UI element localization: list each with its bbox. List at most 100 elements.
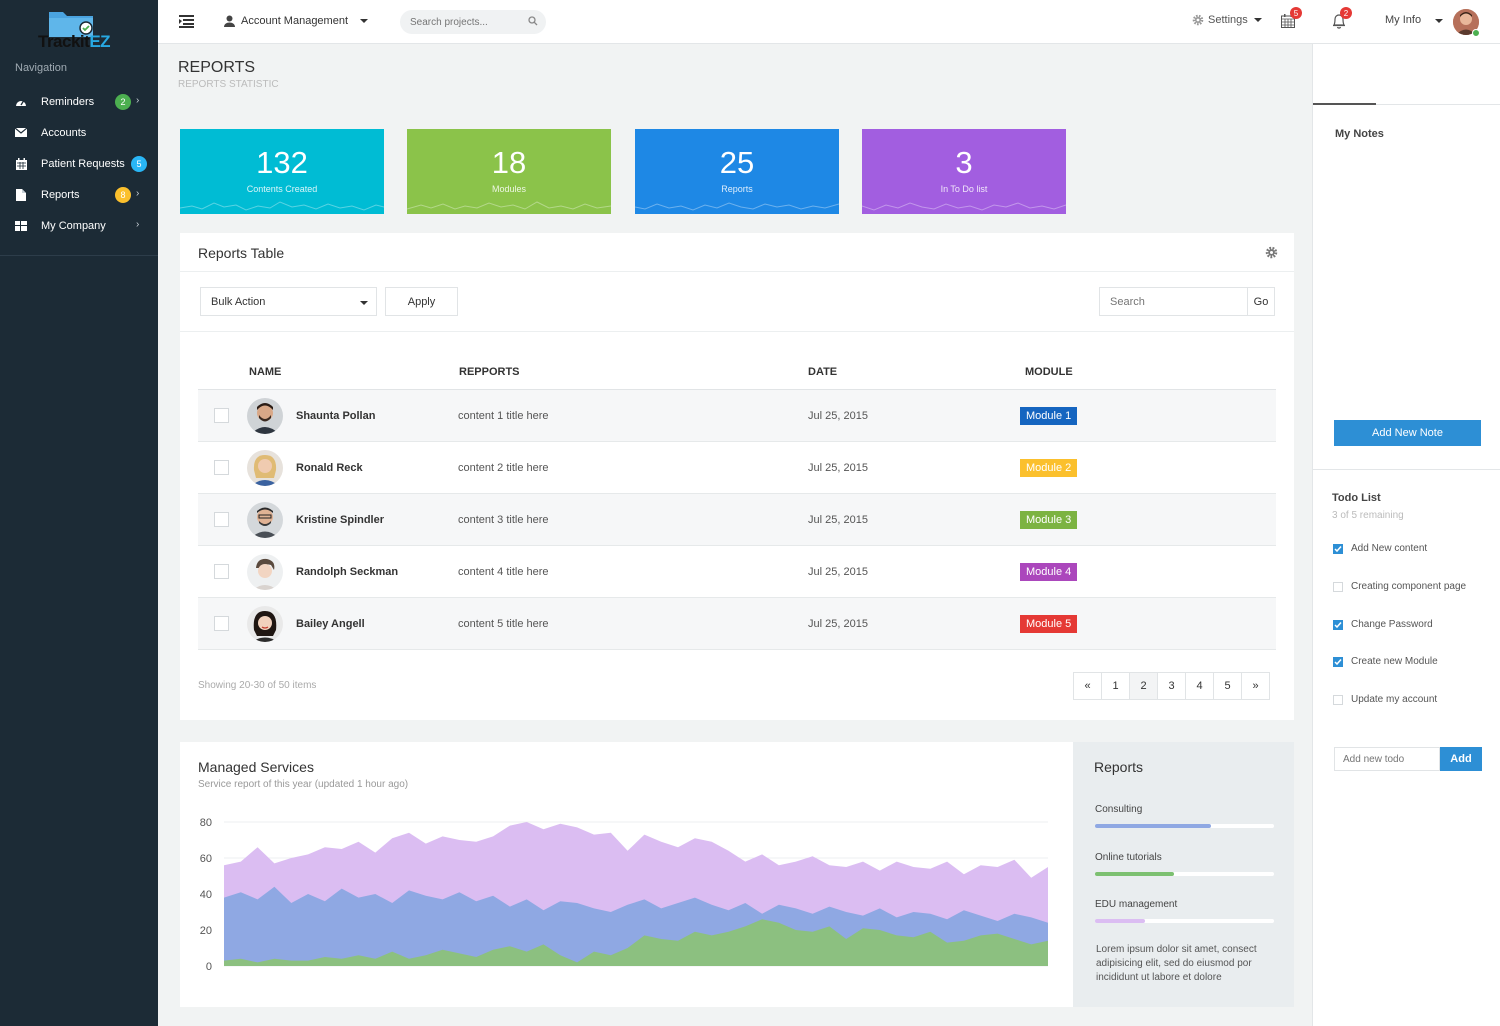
todo-remaining: 3 of 5 remaining: [1332, 510, 1404, 521]
sidebar-item-label: Accounts: [41, 126, 87, 139]
column-header-module[interactable]: MODULE: [1025, 366, 1073, 378]
stat-card-contents[interactable]: 132 Contents Created: [180, 129, 384, 214]
brand-logo[interactable]: TrackitEZ: [38, 4, 118, 54]
reports-side-title: Reports: [1094, 759, 1144, 775]
reports-badge: 8: [115, 187, 131, 203]
row-name: Kristine Spindler: [296, 514, 385, 526]
folder-check-icon: [49, 12, 93, 37]
sparkline-decoration: [407, 201, 611, 210]
caret-down-icon: [1253, 18, 1262, 22]
sidebar-item-accounts[interactable]: Accounts: [0, 117, 158, 148]
page-button-2[interactable]: 2: [1129, 672, 1158, 700]
todo-label: Add New content: [1351, 543, 1428, 554]
caret-down-icon: [360, 19, 369, 23]
patient-requests-badge: 5: [131, 156, 147, 172]
avatar: [247, 398, 283, 434]
row-report: content 2 title here: [458, 462, 549, 474]
column-header-reports[interactable]: REPPORTS: [459, 366, 520, 378]
avatar: [247, 450, 283, 486]
gear-icon[interactable]: [1265, 246, 1278, 259]
sparkline-decoration: [862, 202, 1066, 211]
page-button-5[interactable]: 5: [1213, 672, 1242, 700]
todo-checkbox[interactable]: [1333, 694, 1343, 705]
sidebar-item-label: Reminders: [41, 95, 95, 108]
search-icon[interactable]: [528, 16, 538, 26]
row-date: Jul 25, 2015: [808, 566, 868, 578]
stat-label: Modules: [491, 184, 527, 194]
column-header-name[interactable]: NAME: [249, 366, 282, 378]
sparkline-decoration: [180, 201, 384, 211]
table-header-divider: [198, 389, 1276, 390]
y-tick-label: 20: [200, 925, 212, 937]
row-checkbox[interactable]: [214, 408, 229, 423]
table-row[interactable]: Shaunta Pollan content 1 title here Jul …: [198, 390, 1276, 442]
chart-title: Managed Services: [198, 759, 314, 775]
todo-item[interactable]: Create new Module: [1333, 656, 1438, 667]
table-row[interactable]: Kristine Spindler content 3 title here J…: [198, 494, 1276, 546]
envelope-icon: [15, 127, 27, 139]
search-projects-input[interactable]: [400, 10, 546, 34]
sidebar-item-patient-requests[interactable]: Patient Requests 5: [0, 148, 158, 179]
go-button[interactable]: Go: [1247, 287, 1275, 316]
new-todo-input[interactable]: [1334, 747, 1440, 771]
todo-checkbox[interactable]: [1333, 619, 1343, 630]
y-tick-label: 80: [200, 817, 212, 829]
stat-card-todo[interactable]: 3 In To Do list: [862, 129, 1066, 214]
page-button-4[interactable]: 4: [1185, 672, 1214, 700]
page-prev-button[interactable]: «: [1073, 672, 1102, 700]
stat-label: Reports: [721, 184, 753, 194]
page-button-3[interactable]: 3: [1157, 672, 1186, 700]
table-row[interactable]: Bailey Angell content 5 title here Jul 2…: [198, 598, 1276, 650]
area-series-3: [224, 919, 1048, 966]
calendar-icon[interactable]: [1281, 14, 1295, 28]
sidebar-item-my-company[interactable]: My Company ›: [0, 210, 158, 241]
todo-item[interactable]: Change Password: [1333, 619, 1433, 630]
reports-table-panel: Reports Table Bulk Action Apply Go NAME …: [180, 233, 1294, 720]
reminders-badge: 2: [115, 94, 131, 110]
progress-label: Online tutorials: [1095, 852, 1162, 863]
caret-down-icon: [360, 301, 368, 305]
module-badge: Module 5: [1020, 615, 1078, 633]
stat-card-modules[interactable]: 18 Modules: [407, 129, 611, 214]
chevron-right-icon: ›: [136, 95, 140, 106]
todo-checkbox[interactable]: [1333, 656, 1343, 667]
right-panel: My Notes Add New Note Todo List 3 of 5 r…: [1312, 44, 1500, 1026]
settings-menu[interactable]: Settings: [1192, 14, 1262, 26]
row-date: Jul 25, 2015: [808, 618, 868, 630]
row-checkbox[interactable]: [214, 564, 229, 579]
gear-icon: [1192, 14, 1204, 26]
account-menu[interactable]: Account Management: [224, 15, 369, 27]
bell-icon[interactable]: [1332, 13, 1346, 29]
chevron-right-icon: ›: [136, 219, 140, 230]
menu-toggle-icon[interactable]: [179, 15, 194, 28]
todo-item[interactable]: Creating component page: [1333, 581, 1466, 592]
row-checkbox[interactable]: [214, 460, 229, 475]
todo-checkbox[interactable]: [1333, 581, 1343, 592]
apply-button[interactable]: Apply: [385, 287, 458, 316]
my-info-menu[interactable]: My Info: [1385, 14, 1422, 26]
row-checkbox[interactable]: [214, 512, 229, 527]
table-row[interactable]: Randolph Seckman content 4 title here Ju…: [198, 546, 1276, 598]
row-date: Jul 25, 2015: [808, 410, 868, 422]
table-row[interactable]: Ronald Reck content 2 title here Jul 25,…: [198, 442, 1276, 494]
user-avatar[interactable]: [1453, 9, 1479, 35]
add-note-button[interactable]: Add New Note: [1334, 420, 1481, 446]
active-tab-indicator[interactable]: [1313, 103, 1376, 105]
column-header-date[interactable]: DATE: [808, 366, 838, 378]
stat-card-reports[interactable]: 25 Reports: [635, 129, 839, 214]
bulk-action-select[interactable]: Bulk Action: [200, 287, 377, 316]
progress-label: EDU management: [1095, 899, 1178, 910]
add-todo-button[interactable]: Add: [1440, 747, 1482, 771]
todo-item[interactable]: Update my account: [1333, 694, 1437, 705]
todo-item[interactable]: Add New content: [1333, 543, 1427, 554]
page-subtitle: REPORTS STATISTIC: [178, 79, 279, 90]
page-button-1[interactable]: 1: [1101, 672, 1130, 700]
page-next-button[interactable]: »: [1241, 672, 1270, 700]
sidebar-item-reminders[interactable]: Reminders 2 ›: [0, 86, 158, 117]
todo-checkbox[interactable]: [1333, 543, 1343, 554]
caret-down-icon[interactable]: [1435, 19, 1443, 23]
sidebar-item-reports[interactable]: Reports 8 ›: [0, 179, 158, 210]
sidebar-item-label: Patient Requests: [41, 157, 125, 170]
table-search-input[interactable]: [1099, 287, 1248, 316]
row-checkbox[interactable]: [214, 616, 229, 631]
